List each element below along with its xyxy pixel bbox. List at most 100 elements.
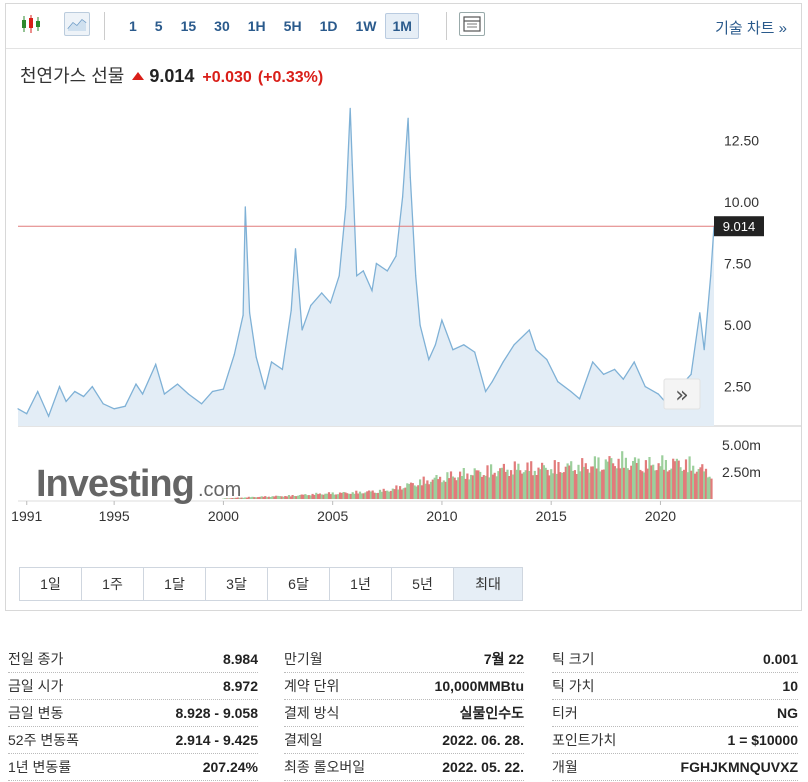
- volume-bar: [393, 489, 396, 499]
- range-button-3[interactable]: 3달: [206, 568, 268, 600]
- price-point: [710, 275, 712, 277]
- info-row: 포인트가치 1 = $10000: [552, 727, 798, 754]
- volume-bar: [479, 471, 482, 499]
- interval-5h[interactable]: 5H: [283, 18, 302, 34]
- volume-bar: [260, 496, 263, 499]
- volume-bar: [238, 497, 241, 499]
- info-row: 금일 시가 8.972: [8, 673, 258, 700]
- volume-bar: [681, 471, 684, 499]
- interval-30[interactable]: 30: [214, 18, 230, 34]
- volume-bar: [679, 467, 682, 499]
- price-chart[interactable]: Investing .com9.01412.5010.007.505.002.50…: [6, 4, 801, 564]
- volume-bar: [521, 473, 524, 499]
- volume-bar: [592, 466, 595, 499]
- toolbar-divider: [446, 12, 447, 40]
- volume-bar: [453, 477, 456, 499]
- volume-bar: [513, 461, 516, 499]
- info-label: 만기월: [284, 651, 323, 667]
- volume-bar: [488, 477, 491, 499]
- volume-bar: [568, 465, 571, 499]
- price-axis-tick: 12.50: [724, 132, 759, 148]
- volume-bar: [300, 494, 303, 499]
- volume-bar: [422, 476, 425, 499]
- volume-bar: [226, 498, 229, 499]
- volume-bar: [562, 472, 565, 499]
- volume-axis-tick: 5.00m: [722, 437, 761, 453]
- price-point: [603, 373, 605, 375]
- volume-bar: [577, 464, 580, 499]
- volume-bar: [284, 496, 287, 499]
- range-button-2[interactable]: 1달: [144, 568, 206, 600]
- price-point: [419, 324, 421, 326]
- volume-bar: [360, 493, 363, 499]
- volume-bar: [269, 497, 272, 499]
- volume-bar: [446, 472, 449, 499]
- volume-bar: [358, 491, 362, 499]
- settings-panel-icon[interactable]: [459, 12, 485, 36]
- volume-bar: [710, 478, 713, 499]
- volume-bar: [695, 471, 698, 499]
- interval-1d[interactable]: 1D: [319, 18, 338, 34]
- price-point: [142, 393, 144, 395]
- volume-bar: [643, 472, 646, 499]
- candlestick-icon[interactable]: [18, 12, 44, 36]
- range-button-0[interactable]: 1일: [20, 568, 82, 600]
- interval-1w[interactable]: 1W: [355, 18, 377, 34]
- x-axis-tick: 2005: [317, 508, 348, 524]
- range-button-1[interactable]: 1주: [82, 568, 144, 600]
- volume-bar: [448, 478, 451, 499]
- volume-bar: [395, 485, 398, 499]
- price-point: [345, 206, 347, 208]
- volume-bar: [266, 497, 269, 499]
- info-row: 1년 변동률 207.24%: [8, 754, 258, 781]
- area-chart-icon[interactable]: [64, 12, 90, 36]
- info-value: 0.001: [762, 651, 798, 667]
- interval-15[interactable]: 15: [180, 18, 197, 34]
- price-point: [74, 390, 76, 393]
- price-point: [690, 373, 692, 375]
- range-button-7[interactable]: 최대: [454, 568, 522, 600]
- last-price-box: [714, 216, 764, 237]
- info-label: 티커: [552, 705, 578, 721]
- volume-bar: [602, 469, 606, 499]
- volume-bar: [644, 460, 647, 499]
- volume-bar: [382, 488, 385, 499]
- volume-bar: [508, 476, 511, 499]
- volume-bar: [459, 471, 462, 499]
- interval-5[interactable]: 5: [154, 18, 163, 34]
- info-row: 결제일 2022. 06. 28.: [284, 727, 524, 754]
- price-point: [409, 176, 411, 178]
- range-button-4[interactable]: 6달: [268, 568, 330, 600]
- price-point: [395, 255, 397, 257]
- price-point: [415, 275, 417, 277]
- volume-bar: [246, 497, 249, 499]
- time-range-selector: 1일 1주 1달 3달 6달 1년 5년 최대: [19, 567, 523, 601]
- info-column: 만기월 7월 22 계약 단위 10,000MMBtu 결제 방식 실물인수도 결제일 202…: [284, 646, 524, 781]
- interval-1h[interactable]: 1H: [247, 18, 266, 34]
- volume-bar: [357, 493, 360, 499]
- x-axis-tick: 2020: [645, 508, 676, 524]
- technical-chart-link[interactable]: 기술 차트 »: [715, 20, 787, 37]
- price-point: [211, 390, 214, 393]
- volume-bar: [661, 455, 664, 499]
- volume-bar: [348, 493, 351, 499]
- interval-group: 1 5 15 30 1H 5H 1D 1W 1M: [120, 13, 419, 39]
- interval-1[interactable]: 1: [129, 18, 137, 34]
- range-button-6[interactable]: 5년: [392, 568, 454, 600]
- volume-bar: [415, 486, 418, 499]
- scroll-latest-button[interactable]: [663, 378, 701, 410]
- info-value: 2022. 05. 22.: [442, 759, 524, 775]
- price-point: [579, 398, 581, 400]
- info-row: 전일 종가 8.984: [8, 646, 258, 673]
- volume-bar: [442, 480, 445, 499]
- volume-bar: [504, 471, 507, 499]
- price-point: [135, 383, 137, 385]
- volume-bar: [227, 498, 230, 499]
- volume-bar: [670, 468, 673, 499]
- volume-bar: [582, 466, 586, 499]
- volume-bar: [449, 471, 453, 499]
- price-point: [176, 383, 179, 385]
- range-button-5[interactable]: 1년: [330, 568, 392, 600]
- price-point: [570, 390, 572, 393]
- interval-1m[interactable]: 1M: [385, 13, 419, 39]
